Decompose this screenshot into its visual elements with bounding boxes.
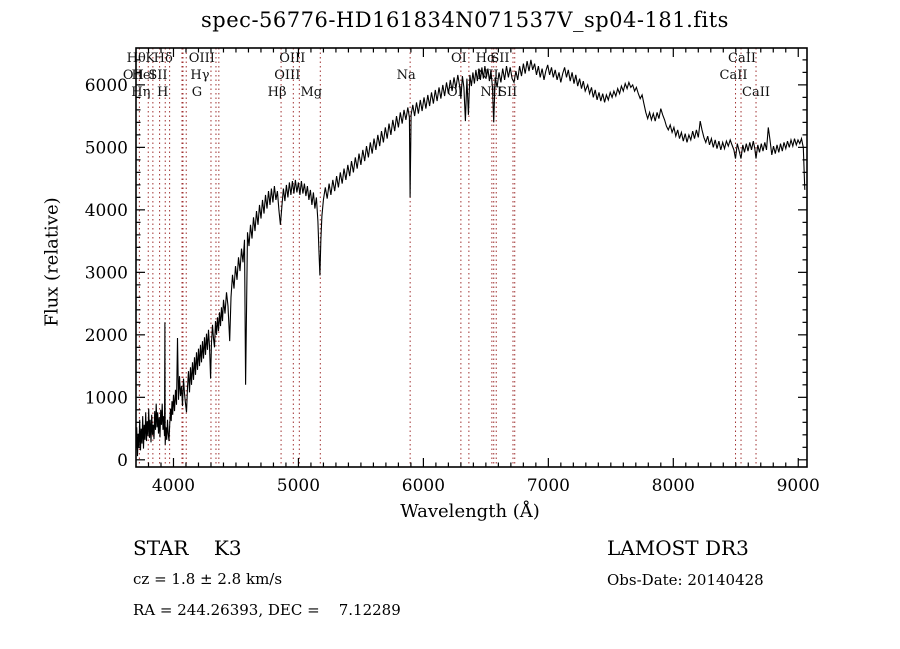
- spectral-line-label: OI: [447, 85, 463, 100]
- spectral-line-label: Hδ: [154, 51, 173, 66]
- spectral-line-label: OII: [123, 68, 144, 83]
- classification-label: STAR K3: [133, 536, 242, 560]
- spectrum-trace: [135, 59, 806, 457]
- spectral-line-label: OI: [451, 51, 467, 66]
- coordinates-label: RA = 244.26393, DEC = 7.12289: [133, 601, 401, 619]
- y-tick-label: 3000: [85, 263, 128, 283]
- x-tick-label: 9000: [777, 476, 820, 496]
- y-tick-label: 1000: [85, 388, 128, 408]
- spectral-line-label: K: [145, 51, 155, 66]
- y-tick-label: 2000: [85, 326, 128, 346]
- x-tick-label: 7000: [527, 476, 570, 496]
- x-tick-label: 4000: [152, 476, 195, 496]
- spectral-line-label: SII: [498, 85, 517, 100]
- survey-label: LAMOST DR3: [607, 536, 749, 560]
- spectral-line-label: Hγ: [190, 68, 209, 83]
- spectral-line-label: Hβ: [268, 85, 287, 100]
- x-axis-label: Wavelength (Å): [400, 501, 540, 522]
- spectral-line-label: CaII: [720, 68, 748, 83]
- spectral-line-label: Hη: [131, 85, 150, 100]
- x-tick-label: 5000: [277, 476, 320, 496]
- spectral-line-label: OIII: [189, 51, 215, 66]
- y-tick-label: 6000: [85, 76, 128, 96]
- spectral-line-label: HeI: [132, 68, 156, 83]
- spectral-line-label: OIII: [279, 51, 305, 66]
- spectral-line-label: Mg: [300, 85, 322, 100]
- spectral-line-label: CaII: [728, 51, 756, 66]
- x-tick-label: 6000: [402, 476, 445, 496]
- spectral-line-label: Hα: [476, 51, 496, 66]
- y-tick-label: 4000: [85, 201, 128, 221]
- obs-date-label: Obs-Date: 20140428: [607, 571, 764, 589]
- spectral-line-label: OIII: [274, 68, 300, 83]
- y-tick-label: 5000: [85, 138, 128, 158]
- plot-frame: [135, 47, 808, 468]
- spectral-line-label: SII: [490, 51, 509, 66]
- y-tick-label: 0: [117, 451, 128, 471]
- spectral-line-label: G: [192, 85, 202, 100]
- spectral-line-label: Na: [397, 68, 416, 83]
- x-tick-label: 8000: [652, 476, 695, 496]
- chart-title: spec-56776-HD161834N071537V_sp04-181.fit…: [201, 8, 729, 32]
- spectral-line-label: CaII: [742, 85, 770, 100]
- spectral-line-label: H: [157, 85, 168, 100]
- spectral-line-label: NII: [480, 85, 502, 100]
- radial-velocity-label: cz = 1.8 ± 2.8 km/s: [133, 570, 283, 588]
- spectral-line-label: SII: [148, 68, 167, 83]
